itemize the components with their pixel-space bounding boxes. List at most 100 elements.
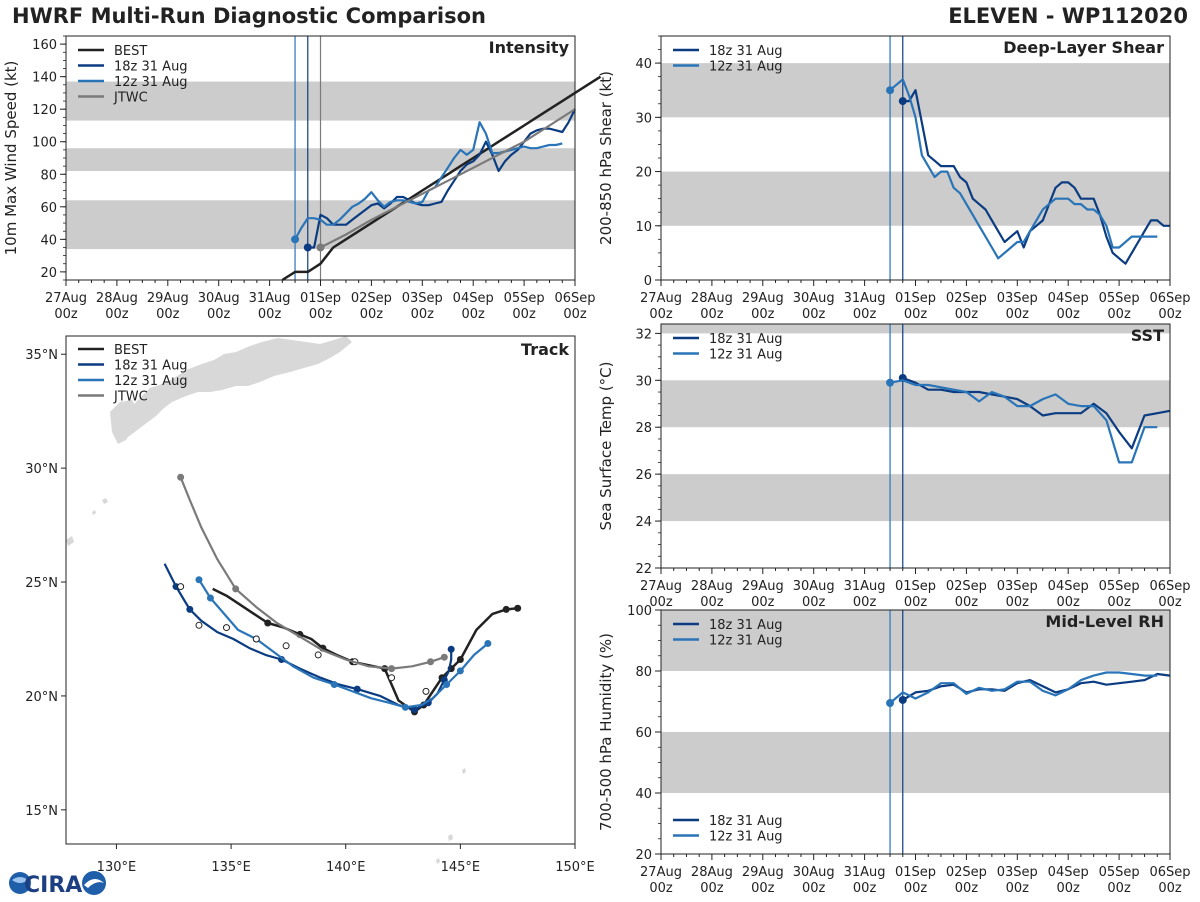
x-tick-label: 00z [955,881,979,896]
y-tick-label: 22 [635,562,652,577]
x-tick-label: 30Aug [198,291,240,306]
x-tick-label: 00z [802,881,826,896]
y-tick-label: 32 [635,327,652,342]
land-map [66,336,466,864]
track-marker [484,640,492,648]
series-start-marker [886,86,895,95]
legend-entry: JTWC [113,91,148,106]
y-tick-label: 80 [635,665,652,680]
x-tick-label: 30Aug [793,291,835,306]
y-tick-label: 40 [635,57,652,72]
x-tick-label: 00z [904,595,928,610]
x-tick-label: 01Sep [895,291,936,306]
x-tick-label: 00z [853,307,877,322]
track-line [179,476,445,670]
plot-background [661,324,1170,568]
series-start-marker [303,243,312,252]
track-open-marker [252,635,260,643]
y-tick-label: 60 [40,201,57,216]
x-tick-label: 00z [1107,307,1131,322]
legend-entry: 12z 31 Aug [114,75,188,90]
x-tick-label: 00z [1158,307,1182,322]
x-tick-label: 00z [156,307,180,322]
panel-title: Deep-Layer Shear [1003,38,1164,57]
x-tick-label: 01Sep [895,865,936,880]
y-tick-label: 0 [644,274,652,289]
track-open-marker [422,687,430,695]
x-tick-label: 135°E [211,860,251,875]
track-panel: 130°E 135°E 140°E 145°E 150°E 15°N 20°N 25°N 30°… [25,335,595,875]
legend-entry: 12z 31 Aug [114,374,188,389]
legend-entry: 18z 31 Aug [709,814,783,829]
x-tick-label: 05Sep [1099,579,1140,594]
x-tick-label: 03Sep [402,291,443,306]
y-tick-label: 60 [635,726,652,741]
y-axis-label: 200-850 hPa Shear (kt) [597,71,615,245]
x-tick-label: 00z [802,595,826,610]
x-tick-label: 06Sep [554,291,595,306]
track-marker [514,604,522,612]
x-tick-label: 00z [853,595,877,610]
series-line [902,672,1171,701]
series-line [307,108,576,249]
legend-entry: BEST [114,44,147,59]
x-tick-label: 29Aug [742,579,784,594]
x-tick-label: 04Sep [453,291,494,306]
track-marker [411,706,419,714]
legend-entry: 18z 31 Aug [709,332,783,347]
x-tick-label: 130°E [97,860,137,875]
land-island [102,498,108,504]
x-tick-label: 00z [1006,307,1030,322]
y-tick-label: 100 [627,604,652,619]
x-tick-label: 29Aug [742,865,784,880]
x-tick-label: 00z [751,881,775,896]
series-start-marker [291,235,300,244]
series-line [889,78,1158,260]
x-tick-label: 00z [411,307,435,322]
x-tick-label: 00z [360,307,384,322]
track-open-marker [388,674,396,682]
y-tick-label: 26 [635,468,652,483]
y-tick-label: 24 [635,515,652,530]
track-open-marker [282,642,290,650]
legend-entry: 12z 31 Aug [709,830,783,845]
x-tick-label: 150°E [555,860,595,875]
land-japan [118,336,352,440]
track-marker [456,667,464,675]
x-tick-label: 27Aug [640,865,682,880]
x-tick-label: 00z [700,595,724,610]
panel-title: Track [521,340,569,359]
land-island [92,510,96,515]
track-open-marker [195,621,203,629]
rh-panel: 27Aug00z28Aug00z29Aug00z30Aug00z31Aug00z… [597,604,1191,896]
plot-frame [65,335,576,845]
threshold-band [661,610,1170,671]
legend-entry: 12z 31 Aug [709,348,783,363]
threshold-band [661,732,1170,793]
y-axis-label: 700-500 hPa Humidity (%) [597,633,615,831]
x-tick-label: 31Aug [249,291,291,306]
x-tick-label: 31Aug [844,865,886,880]
x-tick-label: 01Sep [300,291,341,306]
x-tick-label: 28Aug [96,291,138,306]
intensity-panel: 27Aug00z28Aug00z29Aug00z30Aug00z31Aug00z… [2,35,602,322]
panel-title: Intensity [489,38,570,57]
track-marker [447,645,455,653]
shear-panel: 27Aug00z28Aug00z29Aug00z30Aug00z31Aug00z… [597,35,1191,322]
track-marker [401,703,409,711]
x-tick-label: 05Sep [504,291,545,306]
track-marker [353,685,361,693]
series-line [889,379,1158,464]
x-tick-label: 05Sep [1099,291,1140,306]
threshold-band [661,324,1170,334]
track-marker [177,473,185,481]
x-tick-label: 00z [700,307,724,322]
threshold-band [661,380,1170,428]
x-tick-label: 00z [462,307,486,322]
legend-entry: 18z 31 Aug [114,60,188,75]
track-marker [195,576,203,584]
x-tick-label: 31Aug [844,291,886,306]
track-marker [456,655,464,663]
land-island [66,536,74,546]
figure-title-left: HWRF Multi-Run Diagnostic Comparison [12,4,487,28]
